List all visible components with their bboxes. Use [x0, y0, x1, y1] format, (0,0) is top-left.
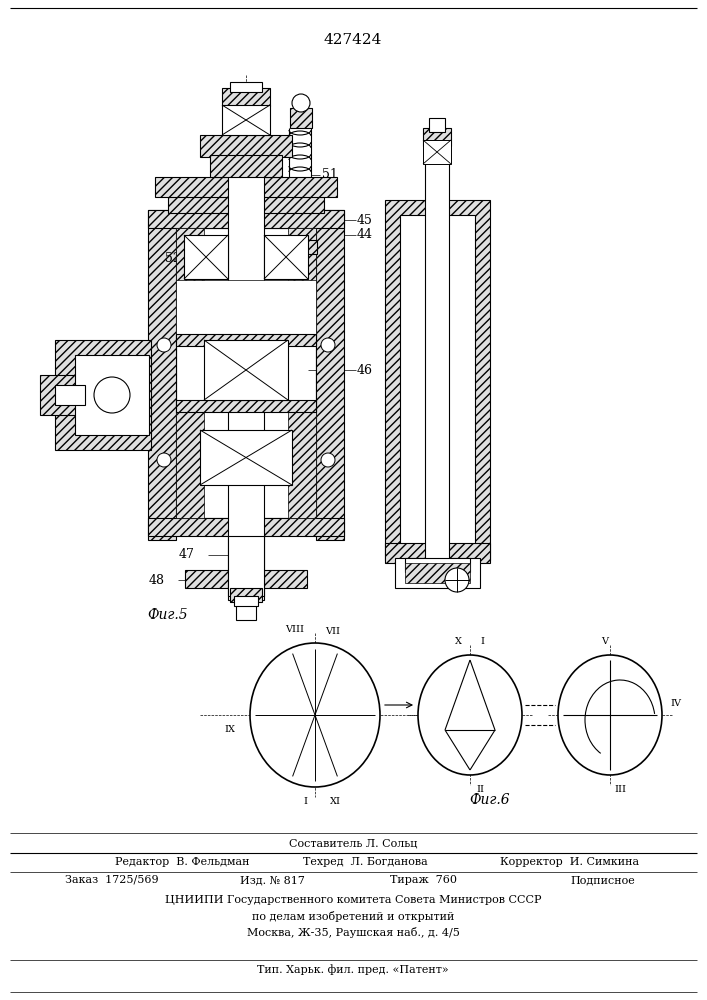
Bar	[176, 400, 316, 412]
Bar	[288, 400, 316, 518]
Bar	[75, 355, 149, 435]
Bar	[148, 210, 176, 540]
Bar	[285, 240, 317, 254]
Text: Редактор  В. Фельдман: Редактор В. Фельдман	[115, 857, 250, 867]
Text: Техред  Л. Богданова: Техред Л. Богданова	[303, 857, 428, 867]
Bar	[176, 228, 316, 518]
Bar	[210, 155, 282, 177]
Bar	[176, 228, 204, 338]
Text: 427424: 427424	[324, 33, 382, 47]
Text: IV: IV	[670, 698, 682, 708]
Bar	[290, 108, 312, 128]
Bar	[185, 570, 307, 588]
Text: Подписное: Подписное	[570, 875, 635, 885]
Text: Изд. № 817: Изд. № 817	[240, 875, 305, 885]
Bar	[400, 215, 475, 545]
Text: V: V	[602, 637, 609, 646]
Text: по делам изобретений и открытий: по делам изобретений и открытий	[252, 910, 454, 922]
Bar	[200, 430, 292, 485]
Bar	[236, 600, 256, 620]
Bar	[395, 558, 480, 588]
Bar	[222, 88, 270, 106]
Circle shape	[321, 453, 335, 467]
Bar	[429, 118, 445, 132]
Text: Москва, Ж-35, Раушская наб., д. 4/5: Москва, Ж-35, Раушская наб., д. 4/5	[247, 926, 460, 938]
Bar	[234, 596, 258, 606]
Circle shape	[445, 568, 469, 592]
Bar	[200, 135, 292, 157]
Bar	[168, 195, 324, 213]
Text: Фиг.5: Фиг.5	[148, 608, 188, 622]
Bar	[423, 140, 451, 164]
Bar	[148, 210, 344, 228]
Text: VII: VII	[325, 626, 341, 636]
Text: X: X	[455, 637, 462, 646]
Bar	[425, 140, 449, 580]
Bar	[405, 563, 470, 583]
Text: 44: 44	[357, 229, 373, 241]
Ellipse shape	[250, 643, 380, 787]
Circle shape	[157, 453, 171, 467]
Bar	[155, 177, 337, 197]
Bar	[230, 82, 262, 92]
Text: 47: 47	[179, 548, 195, 562]
Bar	[405, 558, 470, 572]
Ellipse shape	[418, 655, 522, 775]
Text: Составитель Л. Сольц: Составитель Л. Сольц	[289, 838, 417, 848]
Text: 51: 51	[322, 168, 338, 182]
Circle shape	[292, 94, 310, 112]
Text: 45: 45	[357, 214, 373, 227]
Text: I: I	[480, 637, 484, 646]
Bar	[385, 543, 490, 563]
Text: Заказ  1725/569: Заказ 1725/569	[65, 875, 158, 885]
Text: Корректор  И. Симкина: Корректор И. Симкина	[500, 857, 639, 867]
Bar	[184, 235, 228, 279]
Circle shape	[157, 338, 171, 352]
Text: XI: XI	[329, 796, 341, 806]
Text: 52: 52	[165, 251, 181, 264]
Bar	[230, 588, 262, 602]
Bar	[176, 280, 316, 340]
Text: Тираж  760: Тираж 760	[390, 875, 457, 885]
Bar	[40, 375, 80, 415]
Circle shape	[94, 377, 130, 413]
Bar	[176, 334, 316, 346]
Bar	[228, 100, 264, 600]
Bar	[288, 228, 316, 338]
Text: VIII: VIII	[286, 624, 305, 634]
Text: II: II	[476, 784, 484, 794]
Text: III: III	[614, 784, 626, 794]
Text: ЦНИИПИ Государственного комитета Совета Министров СССР: ЦНИИПИ Государственного комитета Совета …	[165, 895, 542, 905]
Text: 48: 48	[149, 574, 165, 586]
Text: I: I	[303, 796, 307, 806]
Bar	[316, 210, 344, 540]
Text: Тип. Харьк. фил. пред. «Патент»: Тип. Харьк. фил. пред. «Патент»	[257, 965, 449, 975]
Bar	[176, 400, 204, 518]
Text: Фиг.6: Фиг.6	[469, 793, 510, 807]
Bar	[264, 235, 308, 279]
Circle shape	[321, 338, 335, 352]
Bar	[228, 536, 264, 596]
Text: IX: IX	[225, 726, 235, 734]
Text: 49: 49	[250, 566, 266, 578]
Bar	[423, 128, 451, 146]
Bar	[55, 385, 85, 405]
Bar	[148, 518, 344, 536]
Text: 46: 46	[357, 363, 373, 376]
Ellipse shape	[558, 655, 662, 775]
Bar	[385, 200, 490, 560]
Bar	[204, 340, 288, 400]
Bar	[55, 340, 151, 450]
Bar	[222, 105, 270, 135]
